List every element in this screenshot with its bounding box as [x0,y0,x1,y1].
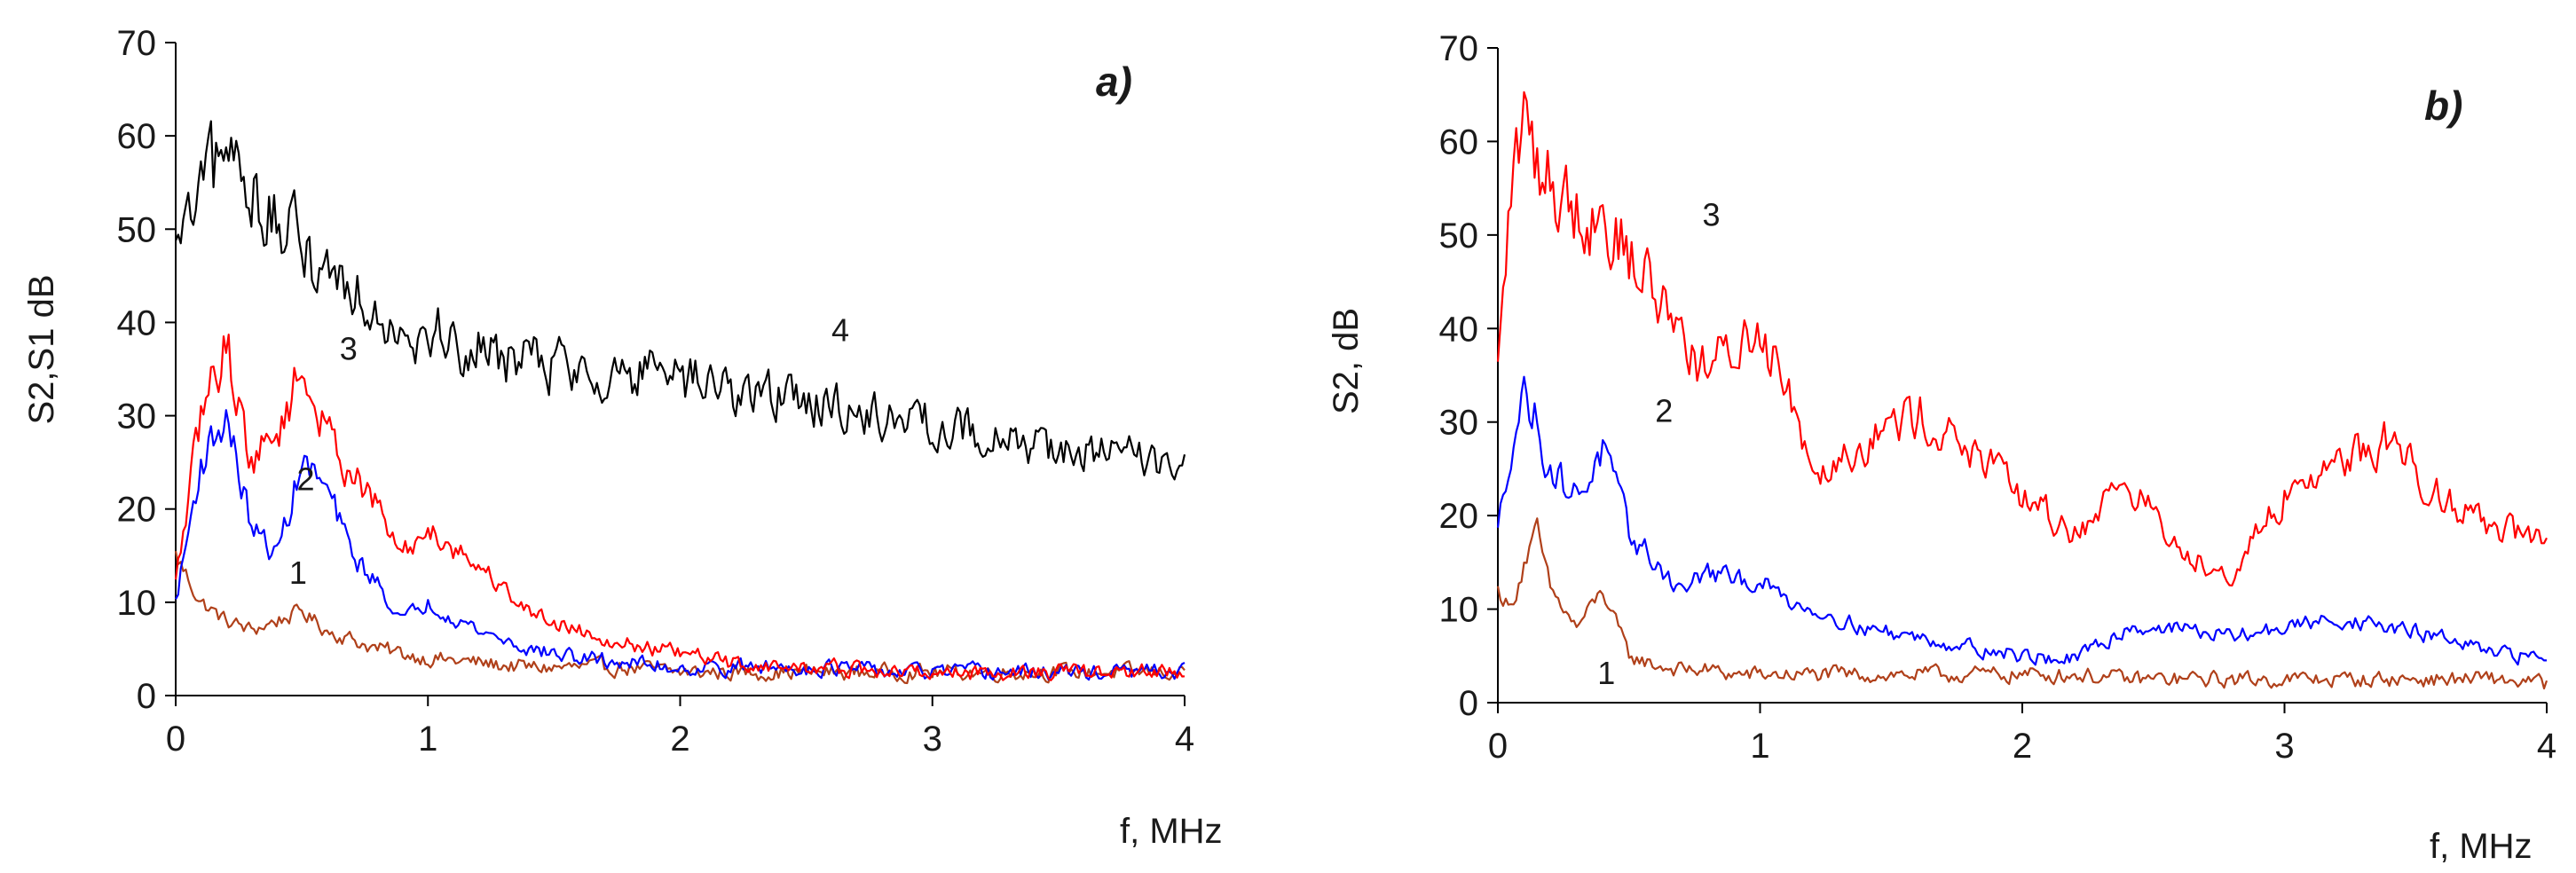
panel-b-y-tick-label: 40 [1439,310,1479,349]
panel-b-y-tick-label: 10 [1439,591,1479,630]
panel-b-y-tick-label: 0 [1459,684,1478,723]
panel-a-x-tick-label: 1 [418,720,437,759]
panel-b-y-tick-label: 30 [1439,404,1479,443]
panel-a-series-3-line [174,334,1186,681]
panel-a-y-tick-label: 70 [117,24,157,63]
panel-b-chart: 0 10 20 30 40 50 60 70 0 1 2 3 4 1 2 3 b) S2, dB f, MHz [1327,29,2556,866]
panel-a-series-2-label: 2 [296,461,314,498]
panel-b-y-tick-label: 50 [1439,216,1479,256]
panel-a-chart: 0 10 20 30 40 50 60 70 0 1 2 3 4 1 2 3 4 a) S2,S1 dB f, … [22,24,1223,851]
panel-a-y-tick-label: 10 [117,584,157,623]
panel-b-plot-area: 0 10 20 30 40 50 60 70 0 1 2 3 4 1 2 3 [1439,29,2557,766]
panel-a-ylabel: S2,S1 dB [22,274,61,424]
panel-b-ylabel: S2, dB [1327,308,1366,414]
panel-b-series-1-line [1496,517,2548,690]
panel-a-y-tick-label: 50 [117,210,157,249]
panel-b-xlabel: f, MHz [2430,827,2533,866]
panel-a-xlabel: f, MHz [1120,812,1223,851]
panel-b-y-tick-label: 70 [1439,29,1479,68]
panel-a-x-tick-label: 0 [166,720,185,759]
panel-b-label: b) [2424,83,2462,129]
panel-a-y-tick-label: 60 [117,117,157,156]
panel-a-series-1-line [174,550,1186,685]
panel-a-label: a) [1096,59,1132,105]
panel-b-series-2-line [1496,375,2547,666]
panel-b-x-tick-label: 0 [1488,727,1508,766]
panel-b-series-1-label: 1 [1597,655,1615,691]
panel-a-series-3-label: 3 [340,330,358,366]
panel-b-series-3-label: 3 [1702,196,1720,232]
panel-b-x-tick-label: 3 [2274,727,2294,766]
panel-b-x-tick-label: 4 [2537,727,2556,766]
panel-b-x-tick-label: 2 [2013,727,2032,766]
panel-a-series-4-label: 4 [831,311,849,348]
panel-a-y-tick-label: 40 [117,303,157,342]
panel-a-series-4-line [174,120,1186,481]
panel-a-x-tick-label: 2 [670,720,689,759]
panel-a-series-2-line [175,409,1186,681]
panel-a-y-tick-label: 20 [117,491,157,530]
panel-a-x-tick-label: 3 [923,720,942,759]
panel-a-x-tick-label: 4 [1175,720,1194,759]
panel-b-y-tick-label: 60 [1439,122,1479,161]
panel-b-series-2-label: 2 [1655,393,1673,429]
panel-b-x-tick-label: 1 [1750,727,1769,766]
panel-a-plot-area: 0 10 20 30 40 50 60 70 0 1 2 3 4 1 2 3 4 [117,24,1195,759]
panel-a-y-tick-label: 30 [117,397,157,436]
panel-b-y-tick-label: 20 [1439,497,1479,536]
panel-a-series-1-label: 1 [289,554,307,591]
panel-b-series-3-line [1496,90,2548,587]
panel-a-y-tick-label: 0 [137,677,156,716]
